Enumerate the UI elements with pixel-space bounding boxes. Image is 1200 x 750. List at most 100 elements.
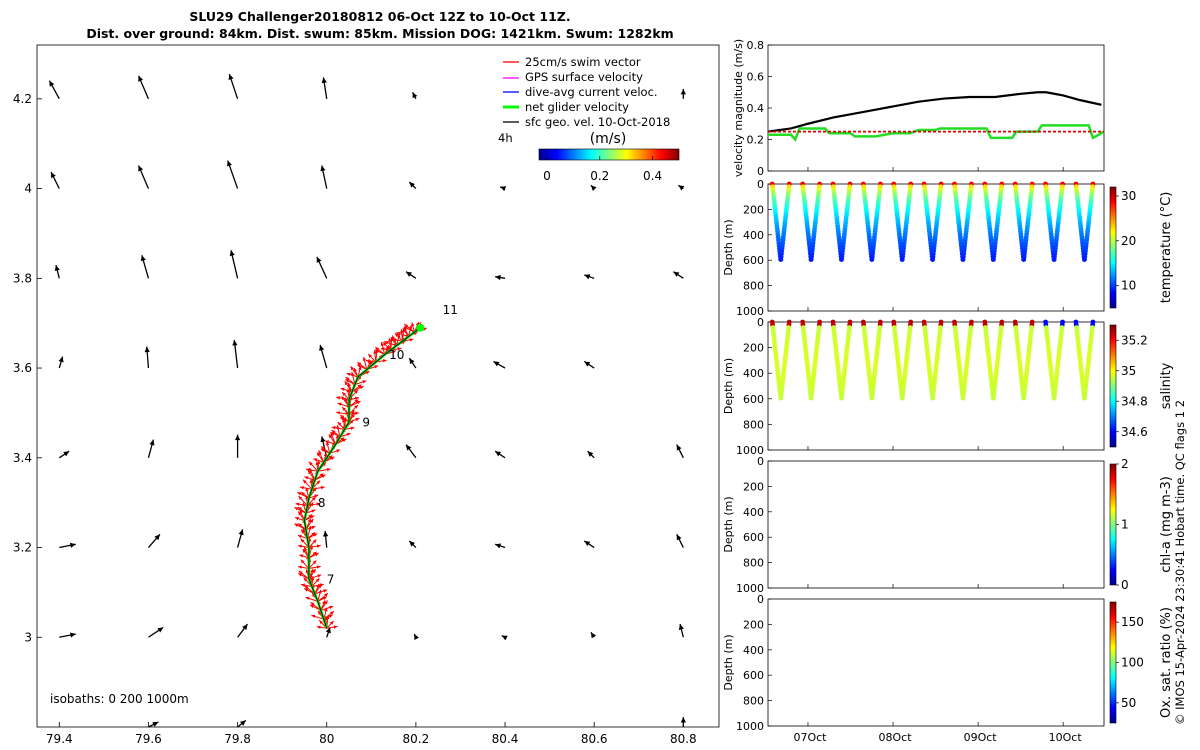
depth-ylabel: Depth (m): [722, 219, 735, 275]
swim-vector-head: [392, 338, 397, 342]
depth-colorbar-tick-label: 50: [1121, 696, 1136, 710]
swim-vector-head: [342, 407, 346, 411]
swim-vector-head: [346, 372, 351, 377]
swim-vector-head: [354, 404, 358, 409]
swim-vector-head: [330, 432, 334, 437]
sfc-vector-head: [676, 444, 682, 451]
swim-vector-head: [309, 518, 314, 523]
depth-colorbar-tick-label: 2: [1121, 457, 1129, 471]
sfc-track-line: [304, 327, 421, 629]
legend-swim: 25cm/s swim vector: [525, 55, 641, 69]
sfc-vector-head: [409, 540, 415, 547]
date-tick-label: 07Oct: [793, 731, 827, 744]
glider-track: [294, 321, 427, 629]
sfc-vector-head: [495, 451, 502, 457]
sfc-vector-head: [149, 439, 155, 446]
swim-vector-head: [323, 589, 328, 593]
swim-vector-head: [404, 324, 409, 328]
depth-colorbar-tick-label: 35.2: [1121, 333, 1148, 347]
swim-vector-head: [396, 333, 401, 338]
depth-ylabel: Depth (m): [722, 634, 735, 690]
sfc-vector-head: [319, 344, 325, 351]
swim-vector-head: [324, 600, 328, 605]
sfc-vector-head: [138, 75, 144, 82]
depth-ytick-label: 0: [757, 593, 764, 606]
swim-vector-head: [331, 430, 336, 434]
swim-vector-head: [316, 544, 321, 548]
depth-axes: [767, 598, 1105, 727]
sfc-vector-head: [409, 181, 415, 188]
swim-vector-head: [382, 359, 387, 363]
depth-ytick-label: 600: [743, 531, 764, 544]
swim-vector-head: [305, 468, 310, 472]
profile-point: [991, 395, 996, 401]
swim-vector-head: [362, 380, 367, 384]
sfc-vector-head: [228, 74, 234, 81]
swim-vector-head: [319, 473, 324, 477]
depth-ytick-label: 800: [743, 695, 764, 708]
sfc-vector-head: [325, 627, 331, 634]
colorbar-tick-label: 0: [543, 169, 551, 183]
swim-vector-head: [298, 565, 302, 569]
swim-vector-head: [301, 583, 305, 587]
depth-axes: [767, 460, 1105, 589]
swim-vector-head: [298, 496, 303, 500]
swim-vector-head: [373, 350, 377, 354]
sfc-vector-head: [323, 531, 329, 537]
swim-vector-head: [325, 441, 330, 446]
map-xtick-label: 80: [319, 732, 334, 746]
swim-vector-head: [318, 450, 322, 455]
profile-point: [960, 257, 966, 262]
swim-vector-head: [315, 578, 320, 583]
sfc-vector-head: [157, 627, 164, 633]
profile-point: [1051, 395, 1057, 401]
depth-ytick-label: 200: [743, 480, 764, 493]
day-label: 7: [327, 572, 335, 586]
map-xtick-label: 79.6: [135, 732, 162, 746]
swim-vector-head: [359, 386, 364, 390]
profile-point: [869, 257, 875, 262]
depth-colorbar-tick-label: 100: [1121, 656, 1144, 670]
sfc-vector-head: [680, 717, 686, 723]
sfc-vector-head: [680, 88, 686, 95]
sfc-vector-head: [49, 80, 55, 87]
swim-vector-head: [340, 387, 345, 391]
swim-vector-head: [311, 509, 316, 513]
swim-vector-head: [304, 588, 309, 592]
sfc-vector-head: [584, 361, 591, 367]
map-xtick-label: 79.4: [46, 732, 73, 746]
colorbar-label: (m/s): [590, 131, 627, 147]
sfc-vector-head: [238, 529, 244, 536]
depth-colorbar-tick-label: 10: [1121, 279, 1136, 293]
footer-vertical: © IMOS 15-Apr-2024 23:30:41 Hobart time.…: [1173, 400, 1187, 725]
legend-sfc: sfc geo. vel. 10-Oct-2018: [525, 115, 670, 129]
swim-vector-head: [337, 402, 342, 406]
depth-axes: [767, 183, 1105, 312]
depth-ytick-label: 400: [743, 229, 764, 242]
swim-vector-head: [294, 516, 299, 521]
swim-vector-head: [298, 523, 303, 527]
swim-vector-head: [396, 332, 401, 336]
depth-colorbar: [1109, 186, 1117, 309]
swim-vector-head: [354, 399, 359, 404]
swim-vector-head: [302, 548, 307, 553]
depth-ytick-label: 200: [743, 342, 764, 355]
profile-point: [778, 395, 784, 401]
swim-vector-head: [368, 354, 373, 358]
swim-vector-head: [320, 448, 325, 452]
sfc-vector-head: [69, 632, 76, 638]
swim-vector-head: [340, 415, 345, 419]
swim-vector-head: [312, 560, 317, 565]
swim-vector-head: [303, 577, 308, 582]
swim-vector-head: [320, 485, 325, 490]
depth-ytick-label: 400: [743, 506, 764, 519]
swim-vector-head: [342, 392, 346, 396]
map-ytick-label: 3.2: [13, 541, 32, 555]
depth-ytick-label: 0: [757, 178, 764, 191]
swim-vector-head: [333, 625, 338, 629]
swim-vector-head: [353, 367, 358, 372]
sfc-vector-head: [239, 720, 246, 726]
swim-vector-head: [350, 426, 355, 430]
